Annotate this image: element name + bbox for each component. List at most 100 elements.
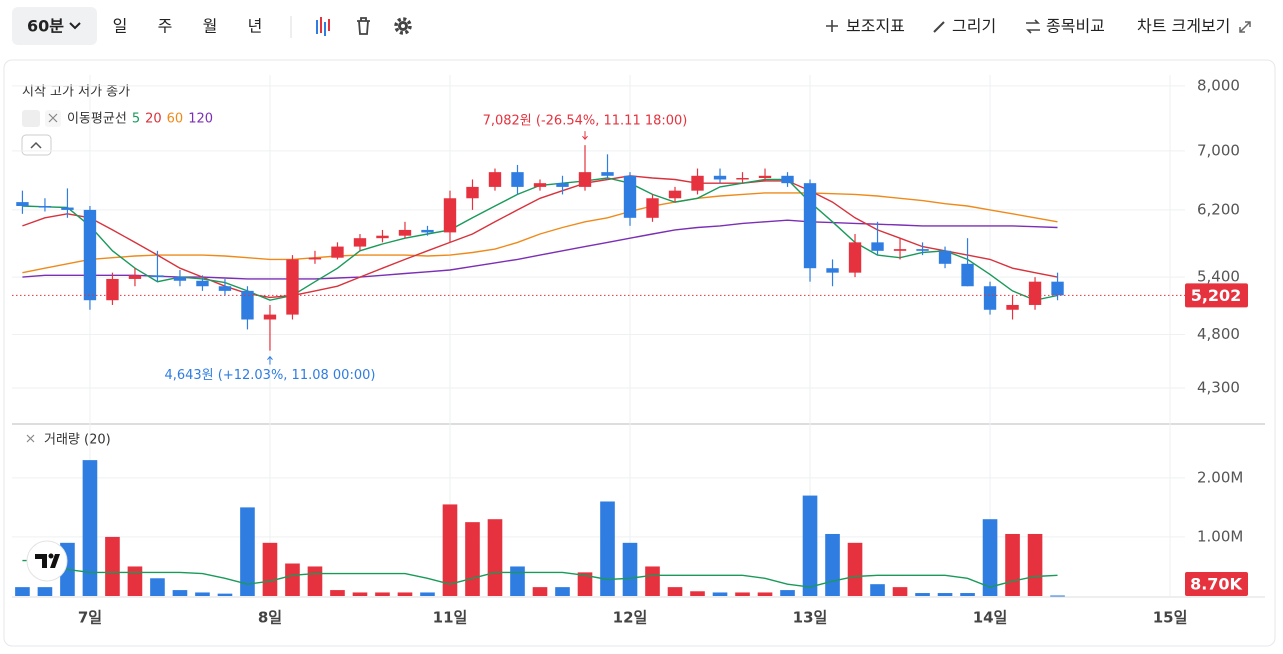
candle-body [578,172,592,187]
volume-bar [532,587,548,596]
x-tick-label: 14일 [973,609,1008,627]
volume-bar [1050,595,1065,597]
candle-body [263,314,277,320]
x-tick-label: 11일 [433,609,468,627]
ma-legend-entry: 60 [167,112,184,127]
y-tick-label: 8,000 [1197,76,1240,94]
volume-bar [240,507,255,596]
volume-bar [397,592,413,596]
volume-bar [150,578,165,596]
candle-body [916,249,929,251]
volume-bar [690,591,705,596]
period-button[interactable]: 주 [158,17,173,36]
ma-line [22,219,1058,280]
last-price-box [1185,283,1248,308]
volume-bar [892,587,908,596]
volume-bar [262,542,278,596]
candle-body [353,238,367,247]
volume-bar [82,460,98,596]
indicator-icon[interactable] [316,17,330,36]
trash-icon[interactable] [357,17,370,35]
candle-body [601,172,614,176]
candle-body [668,190,682,199]
candle-body [38,205,52,208]
vol-layer [15,460,1065,597]
action-button[interactable]: 차트 크게보기 [1137,17,1251,36]
action-button[interactable]: 종목비교 [1026,17,1105,36]
volume-tick-label: 2.00M [1197,468,1243,486]
x-tick-label: 13일 [793,609,828,627]
candle-body [646,198,659,218]
volume-bar [577,572,593,596]
volume-bar [712,592,728,596]
candle-body [173,277,187,281]
volume-bar [195,592,210,596]
logo-dot [48,553,54,559]
volume-bar [915,593,930,596]
candle-body [196,280,209,287]
ma-legend-entry: 120 [188,112,213,127]
candle-body [421,229,434,233]
last-price-label: 5,202 [1191,286,1242,305]
interval-button[interactable]: 60분 [12,7,97,45]
candle-body [758,175,772,178]
volume-ma-line [22,559,1058,588]
volume-close-icon[interactable] [26,434,35,443]
volume-bar [960,593,975,596]
action-button[interactable]: 보조지표 [826,17,905,36]
candle-body [871,242,884,251]
period-button[interactable]: 년 [248,17,263,36]
action-label: 보조지표 [846,17,905,36]
volume-bar [127,566,143,596]
ma-legend-entry: 20 [145,112,162,127]
volume-bar [600,501,615,596]
volume-legend: 거래량 (20) [44,433,111,448]
collapse-button[interactable] [21,134,52,156]
volume-bar [757,592,773,596]
candle-body [61,207,74,210]
ma-legend-title: 이동평균선 [67,112,127,127]
plus-icon [826,20,838,32]
candle-body [106,278,119,301]
candle-body [241,290,254,320]
candle-body [511,172,524,187]
expand-icon [1239,21,1251,33]
volume-bar [780,590,795,596]
candle-body [218,286,232,291]
candle-body [398,229,412,236]
x-tick-label: 7일 [78,609,102,627]
visibility-button[interactable] [22,110,40,127]
candle-body [961,263,974,287]
collapse-icon [30,141,42,149]
volume-bar [172,590,188,596]
volume-bar [442,504,458,596]
last-volume-box [1185,572,1248,596]
candle-body [1028,281,1042,305]
volume-bar [375,592,390,596]
y-tick-label: 6,200 [1197,200,1240,218]
volume-bar [802,495,818,596]
candle-body [1006,304,1019,310]
settings-icon[interactable] [394,17,412,35]
period-button[interactable]: 일 [113,17,128,36]
candle-body [623,175,637,218]
candle-body [16,202,29,206]
candle-body [938,250,952,264]
ma-line [22,192,1058,274]
close-icon [48,113,58,123]
action-button[interactable]: 그리기 [933,17,996,36]
volume-bar [825,533,840,596]
labels-layer: 7일 8일 11일 12일 13일 14일 15일 8,000 7,000 6,200 5,400 4… [12,76,1248,627]
volume-bar [870,584,885,596]
x-tick-label: 12일 [613,609,648,627]
y-tick-label: 5,400 [1197,268,1240,286]
candle-body [533,183,547,187]
period-button[interactable]: 월 [203,17,218,36]
candle-body [286,259,299,315]
candle-body [713,175,727,180]
logo-mark [35,554,60,568]
volume-bar [487,519,503,596]
y-tick-label: 4,800 [1197,325,1240,343]
candle-body [151,275,164,278]
